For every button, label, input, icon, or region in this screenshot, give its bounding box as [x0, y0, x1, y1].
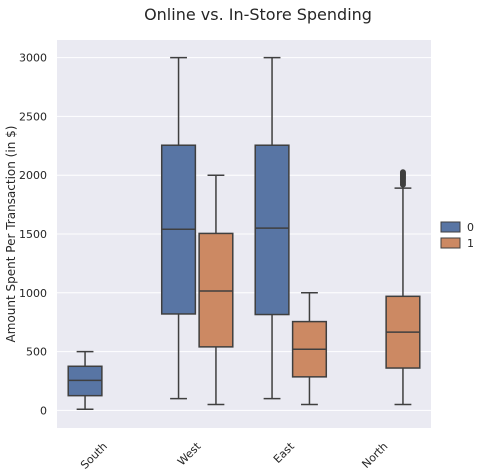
y-tick-label: 500	[26, 346, 47, 359]
box-east-series-0	[254, 56, 290, 400]
box-west-series-1	[198, 174, 234, 406]
y-tick-label: 1500	[19, 228, 47, 241]
outlier-point	[399, 169, 406, 176]
box-iqr	[254, 144, 290, 316]
y-tick-label: 0	[40, 404, 47, 417]
box-north-series-1	[385, 169, 421, 406]
y-axis-label: Amount Spent Per Transaction (in $)	[4, 126, 18, 343]
box-east-series-1	[291, 292, 328, 406]
chart-title: Online vs. In-Store Spending	[144, 5, 372, 24]
y-tick-label: 1000	[19, 287, 47, 300]
y-tick-label: 2000	[19, 169, 47, 182]
y-axis: 0 500 1000 1500 2000 2500 3000	[19, 52, 47, 418]
box-west-series-0	[160, 56, 197, 400]
y-tick-label: 2500	[19, 110, 47, 123]
x-tick-label: South	[78, 440, 110, 472]
box-iqr	[198, 232, 234, 348]
boxes	[67, 56, 421, 410]
x-tick-label: East	[271, 439, 297, 465]
y-tick-label: 3000	[19, 52, 47, 65]
legend-swatch-0	[440, 221, 461, 233]
x-tick-label: West	[175, 439, 204, 468]
legend-label-1: 1	[467, 237, 474, 250]
legend-swatch-1	[440, 237, 461, 249]
x-tick-label: North	[359, 440, 390, 471]
legend: 01	[440, 221, 474, 250]
box-south-series-0	[67, 350, 103, 410]
gridlines	[57, 57, 431, 411]
legend-label-0: 0	[467, 221, 474, 234]
x-axis: South West East North	[78, 439, 390, 471]
